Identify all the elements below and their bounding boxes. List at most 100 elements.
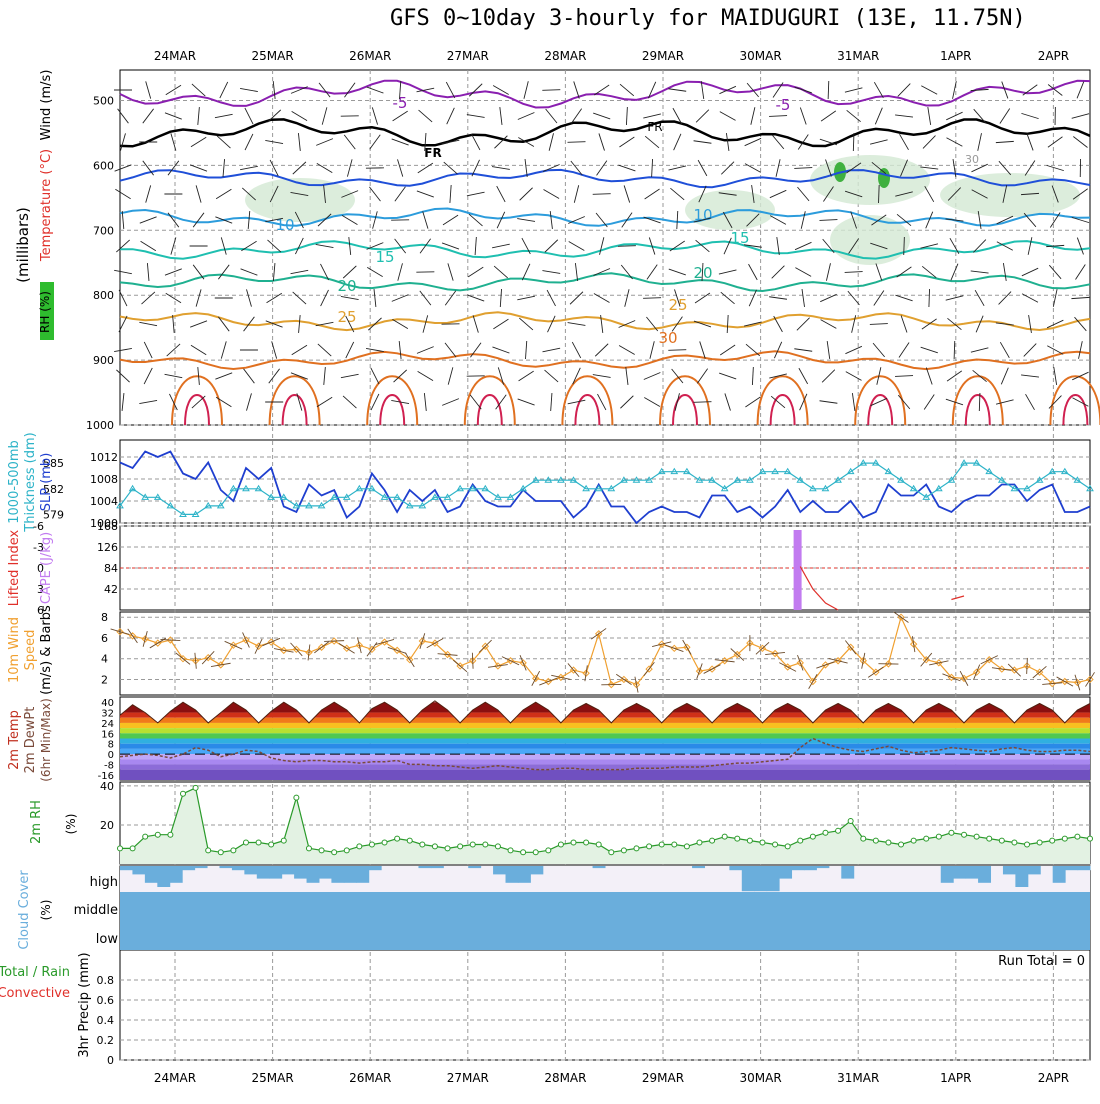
wind-barb (173, 315, 175, 333)
rh-shading (810, 155, 930, 205)
wind-barb (299, 315, 301, 333)
wind-barb (467, 295, 484, 301)
wind-barb (342, 215, 357, 224)
wind-barb (549, 133, 553, 150)
wind-barb (418, 163, 433, 173)
wind-barb (292, 111, 307, 120)
wind-tick-label: 6 (101, 632, 108, 645)
wind-barb (719, 373, 736, 379)
wind-barb (618, 165, 635, 171)
wind-barb (801, 211, 805, 229)
precip-tick-label: 0 (107, 1054, 114, 1067)
wind-barb (572, 342, 580, 358)
wind-barb (595, 344, 608, 357)
high-cloud-bar (257, 866, 270, 879)
wind-barb (542, 90, 560, 91)
wind-barb (140, 217, 157, 223)
wind-barb (215, 114, 233, 117)
wind-barb (951, 264, 958, 281)
rh-point (495, 844, 500, 849)
wind-barb (600, 237, 604, 254)
high-cloud-bar (506, 866, 519, 883)
wind-barb (196, 185, 201, 202)
wind-barb (975, 290, 984, 306)
rh-point (306, 846, 311, 851)
rh-point (810, 834, 815, 839)
rh-point (118, 846, 123, 851)
top-date-label: 25MAR (252, 49, 294, 63)
wind-barb (473, 315, 478, 332)
thickness-series-line (120, 463, 1090, 514)
wind-barb (166, 85, 181, 95)
high-cloud-bar (1078, 866, 1091, 870)
wind-barb (393, 111, 408, 121)
rh-point (382, 840, 387, 845)
wind-barb (245, 108, 253, 124)
rh-contour-label: 30 (965, 153, 979, 166)
wind-barb (874, 82, 883, 98)
rh-point (621, 848, 626, 853)
pressure-tick-label: 700 (93, 224, 114, 237)
surface-isotherm (855, 376, 905, 425)
temp-axis-label: 2m Temp (7, 710, 22, 770)
high-cloud-bar (692, 866, 705, 868)
wind-axis-label: Wind (m/s) (39, 70, 54, 141)
wind-barb (749, 264, 758, 280)
rh-point (861, 836, 866, 841)
wind-barb (341, 296, 359, 299)
pressure-tick-label: 800 (93, 289, 114, 302)
cape-bar (794, 530, 802, 610)
wind-barb (845, 88, 862, 92)
top-date-label: 24MAR (154, 49, 196, 63)
surface-isotherm (185, 395, 209, 425)
wind-barb (198, 107, 200, 125)
wind-barb (398, 159, 403, 176)
high-cloud-bar (953, 866, 966, 879)
wind-barb (1054, 367, 1057, 385)
rh-point (1062, 836, 1067, 841)
wind-barb (568, 323, 586, 326)
rh-point (1075, 834, 1080, 839)
wind-barb (571, 109, 581, 124)
surface-wind-barb (479, 640, 492, 652)
wind-barb (273, 263, 275, 281)
rh-point (206, 848, 211, 853)
rh-point (609, 850, 614, 855)
bottom-date-label: 26MAR (349, 1071, 391, 1085)
wind-barb (295, 238, 303, 254)
wind-barb (241, 269, 258, 275)
wind-barb (147, 263, 149, 281)
surface-isotherm (660, 376, 710, 425)
wind-barb (223, 159, 225, 177)
wind-barb (852, 315, 856, 333)
rh-point (180, 791, 185, 796)
isotherm-label: 25 (337, 308, 356, 326)
top-date-label: 28MAR (544, 49, 586, 63)
wind-barb (446, 82, 454, 98)
wind-barb (543, 348, 561, 352)
surface-isotherm (673, 395, 697, 425)
wind-barb (929, 289, 930, 307)
wind-barb (594, 294, 610, 303)
wind-barb (794, 349, 812, 352)
isotherm-label: 30 (658, 329, 677, 347)
wind-barb (876, 263, 882, 280)
dewpoint-axis-label: 2m DewPt (23, 707, 38, 774)
wind-barb (267, 240, 280, 252)
wind-barb (1003, 263, 1006, 281)
wind-barb (794, 168, 812, 169)
top-date-label: 2APR (1038, 49, 1069, 63)
wind-barb (875, 108, 882, 125)
wind-barb (770, 216, 786, 225)
lifted-index-axis-label: Lifted Index (7, 529, 22, 606)
wind-barb (570, 292, 583, 305)
surface-isotherm (283, 395, 307, 425)
wind-barb (751, 107, 755, 125)
li-tick-label: -6 (33, 520, 44, 533)
high-cloud-bar (841, 866, 854, 879)
wind-barb (248, 211, 250, 229)
wind-barb (518, 399, 535, 405)
wind-barb (291, 270, 309, 273)
wind-barb (417, 191, 434, 197)
wind-barb (370, 135, 381, 150)
